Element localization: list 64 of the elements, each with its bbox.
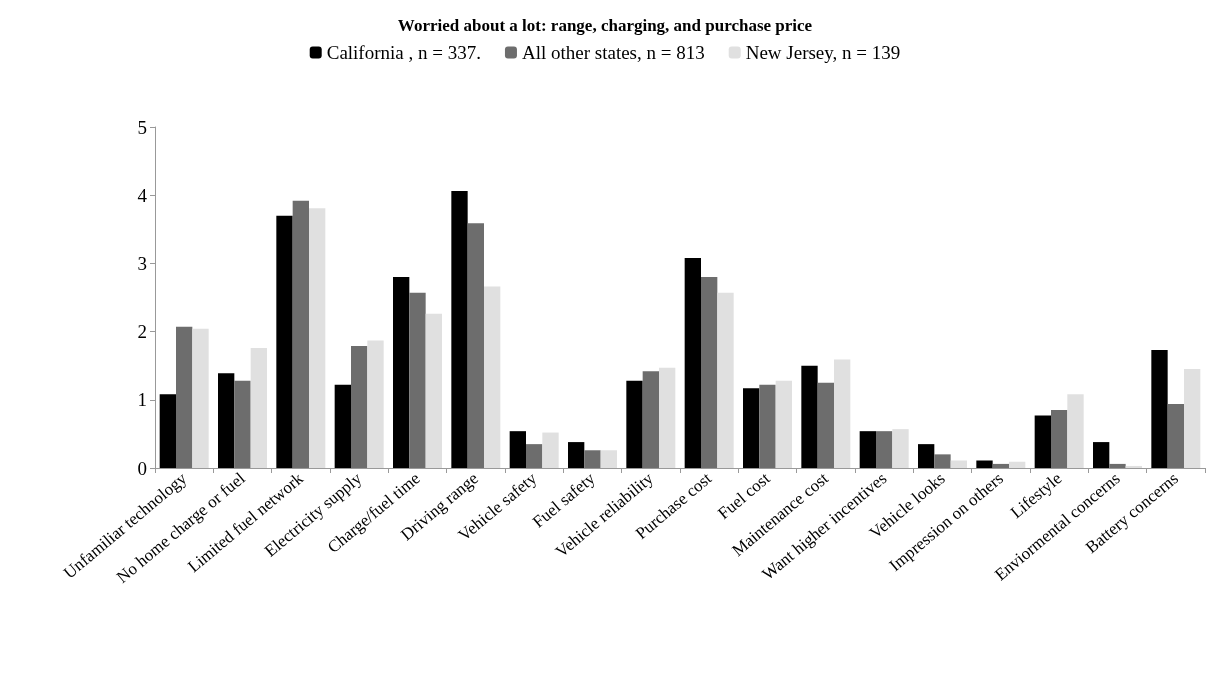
bar <box>892 429 909 468</box>
bar <box>775 380 792 468</box>
bar <box>600 450 617 468</box>
bar <box>568 442 585 468</box>
y-tick-label: 5 <box>137 116 147 138</box>
bar <box>976 460 993 468</box>
bar <box>467 223 484 468</box>
bar <box>834 359 851 468</box>
bar <box>393 277 410 468</box>
bar <box>876 431 893 468</box>
bar <box>992 463 1009 468</box>
bar <box>684 257 701 468</box>
legend-label: All other states, n = 813 <box>521 42 705 63</box>
bar <box>801 365 818 468</box>
bar <box>1051 410 1068 468</box>
chart-title: Worried about a lot: range, charging, and purchase price <box>397 16 813 35</box>
bar <box>817 382 834 468</box>
bar <box>934 454 951 468</box>
bar <box>1009 461 1026 468</box>
bar <box>484 286 501 468</box>
bar <box>425 313 442 468</box>
bar <box>717 292 734 468</box>
bar <box>250 347 267 468</box>
bar <box>526 444 543 468</box>
bar <box>367 340 384 468</box>
bar <box>1125 465 1142 468</box>
bar <box>176 326 193 468</box>
bar <box>701 277 718 468</box>
bar <box>659 367 676 468</box>
bar <box>642 371 659 468</box>
bar <box>159 394 176 468</box>
bar <box>918 444 935 468</box>
y-tick-label: 0 <box>137 457 147 479</box>
bar <box>1167 403 1184 468</box>
bar <box>1093 442 1110 468</box>
bar <box>409 292 426 468</box>
bar <box>192 328 209 468</box>
legend-label: New Jersey, n = 139 <box>745 42 901 63</box>
bar <box>451 191 468 468</box>
y-tick-label: 3 <box>137 252 147 274</box>
bar <box>234 380 251 468</box>
bar <box>584 450 601 468</box>
bar <box>1067 394 1084 468</box>
bar <box>1034 415 1051 468</box>
bar <box>1109 463 1126 468</box>
y-tick-label: 2 <box>137 321 147 343</box>
bar <box>276 215 293 468</box>
y-tick-label: 1 <box>137 389 147 411</box>
bar <box>626 380 643 468</box>
bar <box>743 388 760 468</box>
bar <box>351 345 368 468</box>
bar <box>759 384 776 468</box>
legend-label: California , n = 337. <box>326 42 481 63</box>
y-tick-label: 4 <box>137 184 148 206</box>
bar <box>542 432 559 468</box>
bar <box>509 431 526 468</box>
bar <box>859 431 876 468</box>
bar <box>950 460 967 468</box>
bar <box>1184 369 1201 468</box>
bar <box>218 373 235 468</box>
bar <box>309 208 326 468</box>
bar <box>334 384 351 468</box>
bar <box>292 200 309 468</box>
bar <box>1151 350 1168 468</box>
